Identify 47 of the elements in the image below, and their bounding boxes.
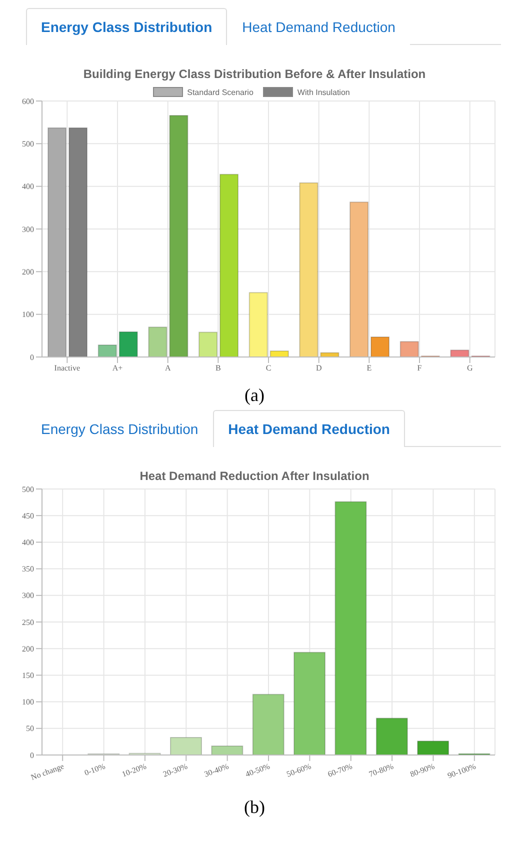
chart-title: Heat Demand Reduction After Insulation [138,469,370,483]
x-tick-label: 80-90% [408,762,436,779]
x-tick-label: 30-40% [203,762,230,779]
text: (b) [243,797,266,818]
text: Heat Demand Reduction [213,410,405,447]
x-tick-label: No change [30,762,66,782]
legend-label: Standard Scenario [186,87,254,97]
y-tick-label: 400 [22,538,34,548]
y-tick-label: 500 [22,140,34,149]
y-tick-label: 0 [30,352,34,362]
x-tick-label: 60-70% [326,762,354,779]
y-tick-label: 200 [22,268,34,277]
x-tick-label: G [466,364,473,373]
chart-title: Building Energy Class Distribution Before & After Insulation [82,67,427,81]
x-tick-label: F [417,364,422,373]
y-tick-label: 0 [30,750,34,760]
x-tick-label: E [366,364,372,373]
y-tick-label: 300 [22,224,34,234]
x-tick-label: 40-50% [244,762,272,779]
x-tick-label: D [316,364,322,373]
y-tick-label: 500 [22,484,34,494]
y-tick-label: 400 [22,182,34,192]
text: (a) [244,385,266,406]
x-tick-label: C [266,364,272,373]
text: Energy Class Distribution [26,410,214,447]
y-tick-label: 50 [26,724,34,734]
x-tick-label: A [164,364,171,373]
y-tick-label: 100 [22,698,34,707]
x-tick-label: 20-30% [162,762,190,779]
y-tick-label: 200 [22,644,34,654]
legend-label: With Insulation [296,87,350,97]
y-tick-label: 250 [22,618,34,627]
x-tick-label: 50-60% [285,762,313,779]
x-tick-label: B [215,364,221,373]
y-tick-label: 150 [22,671,34,680]
text: Heat Demand Reduction [227,8,410,45]
y-tick-label: 300 [22,591,34,600]
y-tick-label: 350 [22,564,34,574]
y-tick-label: 100 [22,310,34,320]
x-tick-label: A+ [112,364,124,373]
x-tick-label: 0-10% [83,762,107,778]
y-tick-label: 600 [22,96,34,106]
y-tick-label: 450 [22,511,34,520]
x-tick-label: Inactive [54,364,80,373]
x-tick-label: 10-20% [120,762,148,779]
x-tick-label: 70-80% [368,762,395,779]
text: Energy Class Distribution [26,8,228,45]
